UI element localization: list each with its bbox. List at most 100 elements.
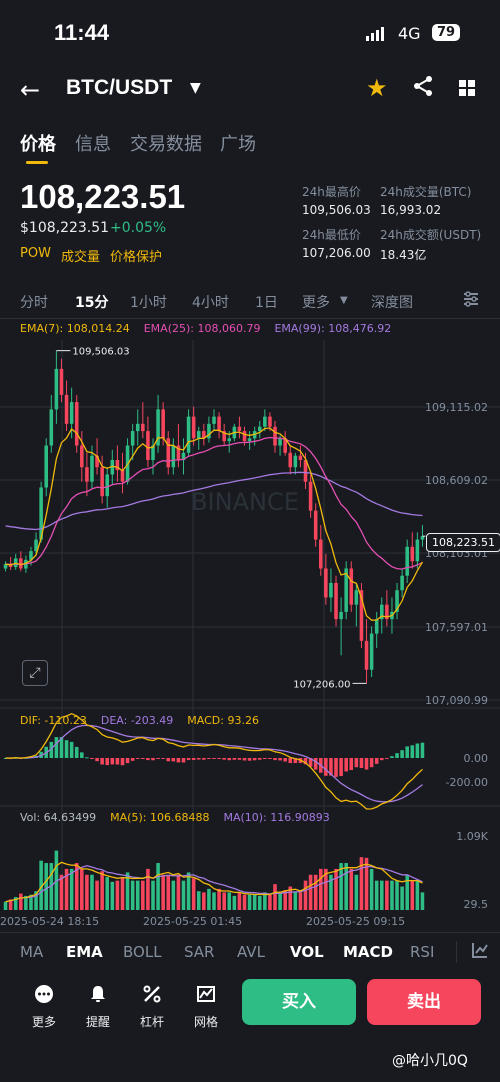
- candle-body: [410, 546, 415, 562]
- ma5-label: MA(5): 106.68488: [110, 811, 210, 824]
- indicator-macd[interactable]: MACD: [343, 943, 393, 961]
- tag-pow[interactable]: POW: [20, 246, 51, 261]
- interval-more[interactable]: 更多: [302, 295, 330, 311]
- grid-trading-icon[interactable]: [186, 984, 226, 1009]
- ema25-line: [5, 436, 423, 570]
- volume-bar: [3, 901, 8, 910]
- tag-volume[interactable]: 成交量: [60, 250, 100, 265]
- leverage-label[interactable]: 杠杆: [139, 1015, 164, 1029]
- volume-bar: [374, 880, 379, 910]
- chart-settings-icon[interactable]: [462, 290, 480, 312]
- candle-body: [329, 582, 333, 598]
- candle-body: [74, 402, 79, 446]
- expand-icon[interactable]: ⤢: [22, 660, 48, 686]
- tab-trading-data[interactable]: 交易数据: [130, 134, 202, 155]
- alert-label[interactable]: 提醒: [85, 1015, 110, 1029]
- candle-body: [385, 604, 389, 620]
- candle-body: [54, 368, 59, 410]
- tag-price-protection[interactable]: 价格保护: [109, 250, 162, 265]
- interval-depth[interactable]: 深度图: [371, 295, 413, 311]
- volume-bar: [141, 880, 145, 910]
- candle-body: [257, 426, 262, 432]
- high-marker-label: 109,506.03: [72, 347, 129, 358]
- grid-menu-icon[interactable]: [459, 80, 475, 96]
- more-label[interactable]: 更多: [31, 1015, 56, 1029]
- macd-histogram-bar: [191, 758, 196, 761]
- candle-body: [80, 445, 84, 468]
- time-axis-label: 2025-05-24 18:15: [0, 915, 99, 928]
- candle-body: [44, 445, 48, 488]
- macd-histogram-bar: [354, 758, 359, 768]
- tab-square[interactable]: 广场: [220, 134, 256, 155]
- indicator-rsi[interactable]: RSI: [410, 943, 435, 961]
- indicator-settings-icon[interactable]: [472, 942, 488, 962]
- interval-timeline[interactable]: 分时: [20, 295, 48, 311]
- caret-down-icon[interactable]: ▼: [340, 295, 348, 306]
- sell-button[interactable]: 卖出: [367, 979, 481, 1025]
- ema25-label: EMA(25): 108,060.79: [143, 322, 261, 335]
- indicator-boll[interactable]: BOLL: [123, 943, 162, 961]
- bottom-action-bar: 更多 提醒 杠杆 网格 买入 卖出: [0, 978, 500, 1038]
- macd-histogram-bar: [90, 758, 94, 760]
- macd-histogram-bar: [232, 758, 237, 760]
- candle-body: [161, 409, 165, 439]
- macd-tick-label: 0.00: [464, 752, 489, 765]
- candle-body: [349, 568, 354, 605]
- bell-icon[interactable]: [78, 984, 118, 1009]
- volume-bar: [146, 868, 150, 910]
- kline-chart[interactable]: 109,621.04109,115.02108,609.02108,103.01…: [0, 340, 500, 940]
- interval-15m[interactable]: 15分: [75, 295, 109, 311]
- candle-body: [95, 455, 99, 468]
- indicator-ma[interactable]: MA: [20, 943, 44, 961]
- volume-bar: [95, 880, 99, 910]
- volume-bar: [161, 874, 165, 910]
- volume-bar: [217, 888, 221, 910]
- candle-body: [59, 368, 64, 395]
- volume-bar: [90, 874, 94, 910]
- pair-header: ← BTC/USDT ▼ ★: [0, 66, 500, 112]
- price-tick-label: 108,609.02: [425, 474, 488, 487]
- macd-histogram-bar: [95, 758, 99, 762]
- ma10-line: [5, 865, 423, 903]
- pair-title[interactable]: BTC/USDT: [66, 76, 173, 99]
- favorite-star-icon[interactable]: ★: [366, 74, 388, 102]
- macd-histogram-bar: [166, 758, 171, 762]
- leverage-icon[interactable]: [132, 984, 172, 1009]
- network-type: 4G: [398, 24, 421, 43]
- indicator-avl[interactable]: AVL: [237, 943, 265, 961]
- macd-histogram-bar: [313, 758, 318, 770]
- interval-1d[interactable]: 1日: [255, 295, 278, 311]
- interval-4h[interactable]: 4小时: [192, 295, 229, 311]
- macd-histogram-bar: [130, 758, 135, 761]
- vol-label: Vol: 64.63499: [20, 811, 97, 824]
- tab-info[interactable]: 信息: [75, 134, 111, 155]
- macd-histogram-bar: [242, 758, 247, 761]
- macd-histogram-bar: [273, 758, 277, 761]
- macd-histogram-bar: [64, 740, 69, 758]
- macd-histogram-bar: [74, 746, 79, 758]
- stat-24h-turnover-usdt: 24h成交额(USDT) 18.43亿: [380, 228, 482, 262]
- volume-bar: [212, 892, 216, 910]
- caret-down-icon[interactable]: ▼: [190, 80, 201, 96]
- share-icon[interactable]: [412, 75, 434, 103]
- indicator-sar[interactable]: SAR: [184, 943, 215, 961]
- grid-label[interactable]: 网格: [193, 1015, 218, 1029]
- macd-histogram-bar: [181, 758, 186, 763]
- more-icon[interactable]: [24, 984, 64, 1009]
- back-arrow-icon[interactable]: ←: [20, 76, 41, 104]
- volume-bar: [44, 863, 48, 910]
- tab-price[interactable]: 价格: [20, 134, 56, 155]
- interval-1h[interactable]: 1小时: [130, 295, 167, 311]
- macd-histogram-bar: [135, 758, 140, 759]
- candle-body: [415, 539, 420, 562]
- volume-bar: [135, 880, 140, 910]
- indicator-ema[interactable]: EMA: [66, 943, 103, 961]
- candle-body: [318, 539, 323, 569]
- indicator-vol[interactable]: VOL: [290, 943, 324, 961]
- divider: [0, 932, 500, 933]
- dea-label: DEA: -203.49: [100, 714, 174, 727]
- macd-histogram-bar: [69, 741, 74, 758]
- volume-bar: [186, 872, 191, 910]
- buy-button[interactable]: 买入: [242, 979, 356, 1025]
- candle-body: [227, 438, 232, 442]
